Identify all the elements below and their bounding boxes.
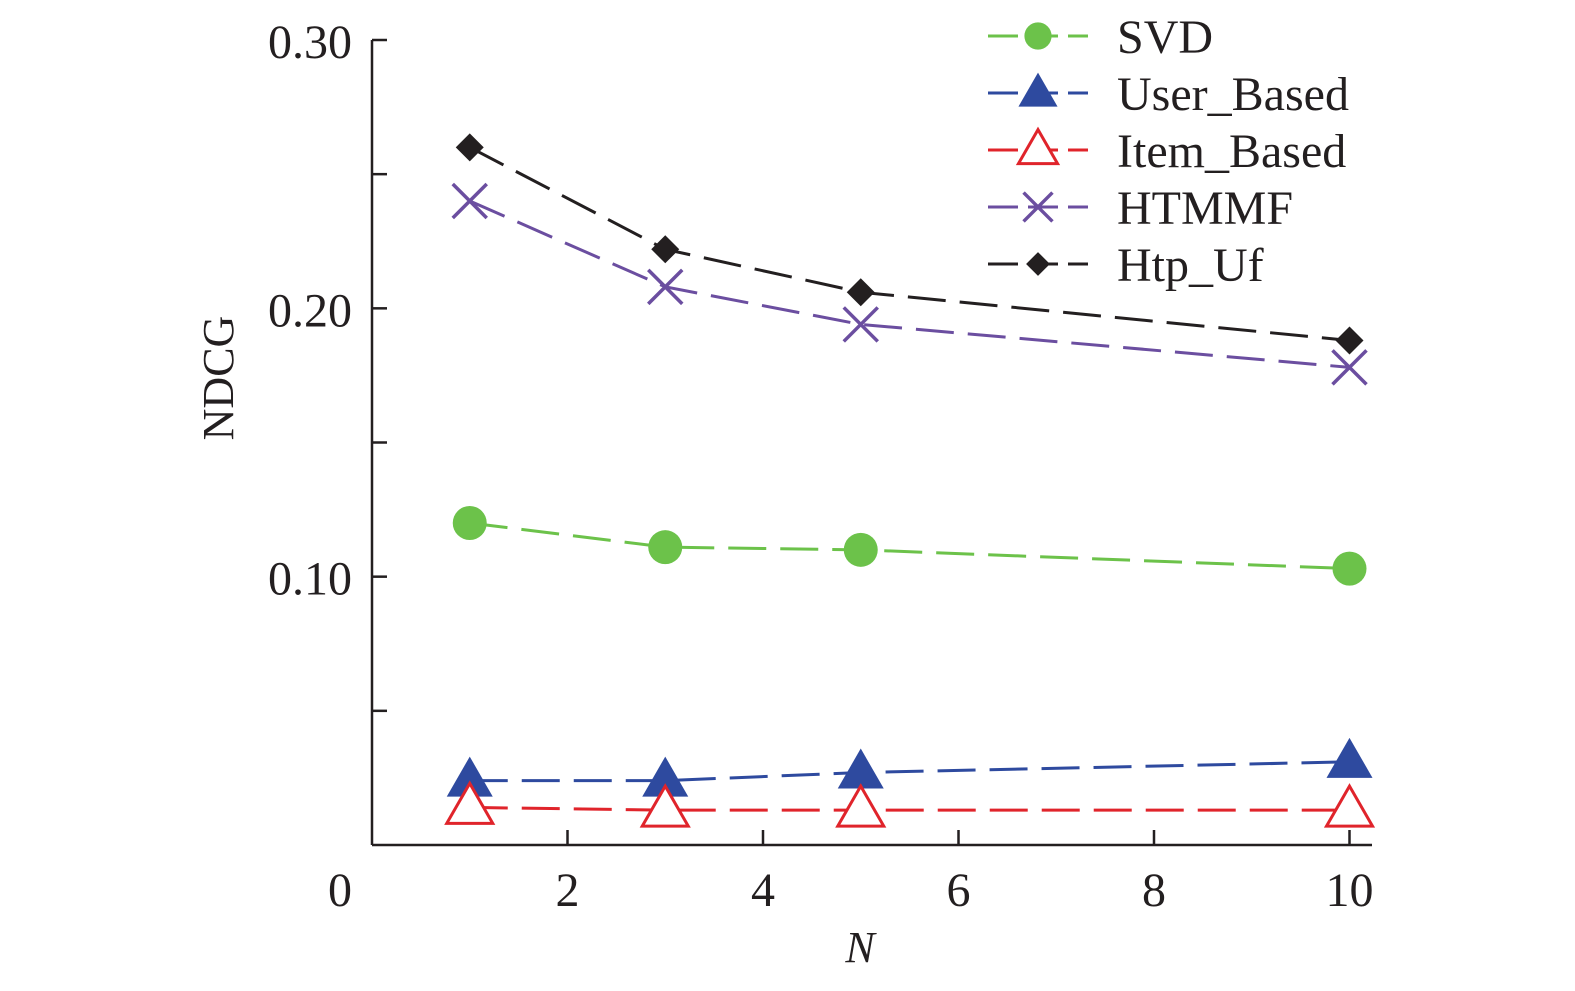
data-point-circle <box>1332 551 1367 586</box>
y-tick-label: 0.30 <box>268 16 352 69</box>
series-line <box>469 199 1350 369</box>
legend-label: SVD <box>1117 11 1213 64</box>
data-point-circle <box>1024 22 1052 50</box>
data-point-cross <box>1022 191 1054 223</box>
data-point-triangle <box>446 756 493 797</box>
legend-label: User_Based <box>1117 68 1349 121</box>
series-line <box>469 805 1350 812</box>
x-tick-label: 8 <box>1142 864 1166 917</box>
y-tick-label: 0.20 <box>268 284 352 337</box>
x-tick-label: 10 <box>1326 864 1374 917</box>
data-point-circle <box>648 530 683 565</box>
data-point-cross <box>647 268 684 306</box>
legend-item: HTMMF <box>988 182 1293 235</box>
data-point-triangle <box>1018 72 1058 107</box>
series-htp-uf <box>455 133 1364 355</box>
data-point-triangle <box>1326 737 1373 778</box>
data-point-cross <box>1331 349 1368 386</box>
data-point-triangle-open <box>1015 126 1061 166</box>
series-user-based <box>446 737 1373 797</box>
data-point-circle <box>452 506 487 540</box>
ticks: 0.10 0.20 0.30 0 2 4 6 8 10 <box>268 16 1374 917</box>
data-point-triangle <box>837 748 884 789</box>
legend-label: HTMMF <box>1117 182 1293 235</box>
legend-item: User_Based <box>988 68 1349 121</box>
y-tick-label: 0.10 <box>268 553 352 606</box>
data-point-diamond <box>651 235 680 264</box>
data-point-diamond <box>455 133 484 162</box>
series-line <box>469 146 1350 343</box>
data-point-circle <box>843 532 878 567</box>
legend-item: SVD <box>988 11 1213 64</box>
data-point-triangle-open <box>1323 783 1376 828</box>
x-tick-label: 4 <box>751 864 775 917</box>
data-point-triangle <box>642 756 689 797</box>
data-point-triangle-open <box>835 783 887 828</box>
series-htmmf <box>451 182 1368 386</box>
y-axis-label: NDCG <box>194 316 243 441</box>
series-svd <box>452 506 1367 586</box>
legend-label: Item_Based <box>1117 125 1346 178</box>
series-line <box>469 521 1350 571</box>
data-point-triangle-open <box>444 780 496 825</box>
data-point-triangle-open <box>639 783 691 828</box>
legend-item: Item_Based <box>988 125 1346 178</box>
legend-item: Htp_Uf <box>988 239 1264 292</box>
series-line <box>469 760 1350 783</box>
x-tick-label: 6 <box>947 864 971 917</box>
data-point-diamond <box>846 278 875 307</box>
data-point-cross <box>451 182 488 220</box>
data-point-cross <box>842 306 879 343</box>
legend-label: Htp_Uf <box>1117 239 1264 292</box>
x-tick-label: 0 <box>328 864 352 917</box>
series-item-based <box>444 780 1376 828</box>
x-axis-label: N <box>844 923 877 972</box>
data-point-diamond <box>1335 326 1364 355</box>
series-layer <box>444 133 1376 828</box>
x-tick-label: 2 <box>556 864 580 917</box>
data-point-diamond <box>1026 252 1050 276</box>
